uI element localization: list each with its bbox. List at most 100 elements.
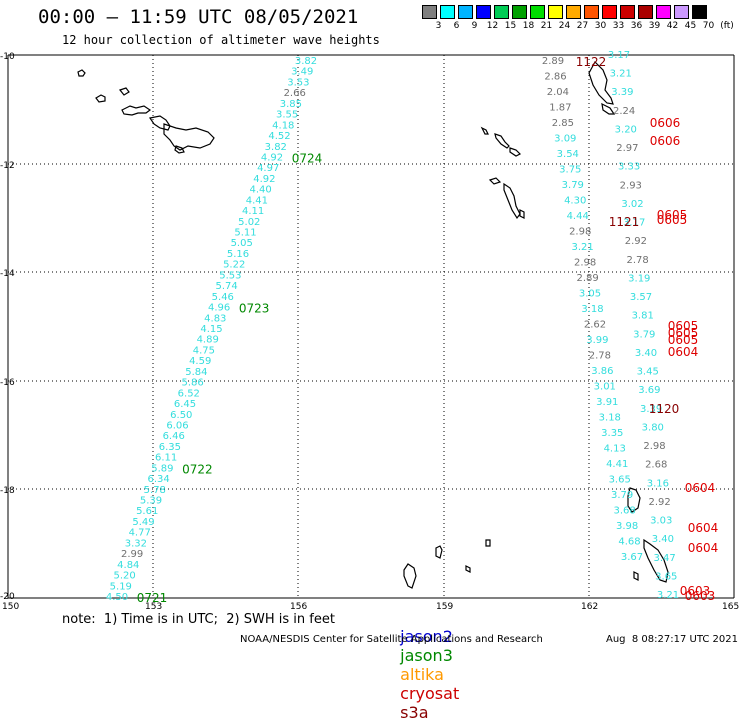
- wave-height-value: 3.79: [562, 180, 584, 191]
- wave-height-value: 3.91: [596, 397, 618, 408]
- wave-height-value: 2.78: [589, 351, 611, 362]
- wave-height-value: 2.93: [620, 180, 642, 191]
- wave-height-value: 4.52: [268, 131, 290, 142]
- legend-label: 9: [471, 21, 478, 31]
- island-outline: [519, 209, 525, 219]
- wave-height-value: 4.92: [261, 153, 283, 164]
- legend-label: 6: [453, 21, 460, 31]
- wave-height-value: 5.20: [113, 571, 135, 582]
- satellite-legend: jason2 jason3 altika cryosat s3a: [390, 608, 469, 722]
- coastlines: [77, 61, 669, 589]
- legend-label: 24: [558, 21, 571, 31]
- lon-tick-label: 150: [2, 602, 19, 612]
- wave-height-value: 6.06: [166, 421, 188, 432]
- island-outline: [509, 147, 522, 157]
- wave-height-value: 6.35: [159, 442, 181, 453]
- wave-height-value: 4.41: [246, 195, 268, 206]
- island-outline: [163, 123, 215, 151]
- wave-height-value: 5.22: [223, 260, 245, 271]
- wave-height-value: 4.15: [200, 324, 222, 335]
- pass-time-label: 1122: [576, 55, 607, 69]
- wave-height-value: 4.84: [117, 560, 139, 571]
- wave-height-value: 3.17: [608, 50, 630, 61]
- wave-height-value: 3.65: [609, 475, 631, 486]
- legend-swatch: [674, 5, 689, 19]
- wave-height-value: 3.67: [621, 552, 643, 563]
- wave-height-value: 5.05: [231, 238, 253, 249]
- wave-height-value: 6.50: [170, 410, 192, 421]
- legend-label: 33: [612, 21, 625, 31]
- wave-height-value: 3.53: [287, 77, 309, 88]
- wave-height-value: 5.02: [238, 217, 260, 228]
- wave-height-value: 3.82: [295, 56, 317, 67]
- wave-height-value: 3.16: [647, 478, 669, 489]
- wave-height-map: 150 153 156 159 162 165 -10 -12 -14 -16 …: [0, 50, 739, 612]
- island-outline: [633, 571, 639, 581]
- wave-height-value: 3.68: [613, 506, 635, 517]
- legend-swatch: [512, 5, 527, 19]
- wave-height-value: 3.09: [554, 134, 576, 145]
- pass-time-label: 0606: [650, 116, 681, 130]
- lat-tick-label: -20: [0, 592, 15, 602]
- wave-height-value: 3.40: [635, 348, 657, 359]
- legend-swatch: [476, 5, 491, 19]
- legend-label: 36: [630, 21, 643, 31]
- legend-swatch: [548, 5, 563, 19]
- wave-height-value: 3.05: [579, 289, 601, 300]
- legend-swatch: [656, 5, 671, 19]
- legend-label: 15: [504, 21, 517, 31]
- island-outline: [174, 145, 185, 154]
- wave-height-value: 3.40: [652, 534, 674, 545]
- lat-tick-label: -16: [0, 378, 15, 388]
- wave-height-value: 2.62: [584, 320, 606, 331]
- island-outline: [403, 563, 417, 589]
- wave-height-value: 5.89: [151, 463, 173, 474]
- wave-height-value: 4.13: [604, 444, 626, 455]
- wave-height-value: 4.77: [129, 528, 151, 539]
- wave-height-value: 3.85: [280, 99, 302, 110]
- island-outline: [435, 545, 443, 559]
- wave-height-value: 3.75: [559, 165, 581, 176]
- wave-height-value: 3.33: [618, 162, 640, 173]
- chart-subtitle: 12 hour collection of altimeter wave hei…: [62, 33, 380, 47]
- lon-tick-label: 162: [581, 602, 598, 612]
- wave-height-value: 3.18: [581, 304, 603, 315]
- wave-height-value: 3.21: [610, 69, 632, 80]
- wave-height-value: 4.92: [253, 174, 275, 185]
- wave-height-value: 2.68: [645, 460, 667, 471]
- lat-tick-label: -10: [0, 52, 15, 62]
- chart-title: 00:00 – 11:59 UTC 08/05/2021: [38, 6, 359, 28]
- island-outline: [503, 182, 521, 220]
- legend-label: 70: [702, 21, 715, 31]
- pass-time-label: 0605: [668, 333, 699, 347]
- wave-height-value: 5.39: [140, 496, 162, 507]
- wave-height-value: 2.04: [547, 87, 569, 98]
- satellite-jason3: jason3: [400, 646, 453, 665]
- wave-height-value: 3.79: [611, 490, 633, 501]
- wave-height-value: 2.99: [121, 549, 143, 560]
- wave-height-value: 2.89: [542, 56, 564, 67]
- wave-height-value: 3.80: [642, 422, 664, 433]
- wave-height-value: 3.99: [586, 335, 608, 346]
- legend-label: 18: [522, 21, 535, 31]
- island-outline: [121, 105, 152, 116]
- satellite-jason2: jason2: [400, 627, 453, 646]
- island-outline: [77, 69, 86, 77]
- pass-time-label: 0604: [668, 345, 699, 359]
- wave-height-value: 2.92: [625, 236, 647, 247]
- wave-height-value: 5.19: [110, 581, 132, 592]
- wave-height-value: 4.68: [618, 537, 640, 548]
- altimeter-tracks: 3.823.493.532.663.853.554.184.523.824.92…: [106, 50, 718, 605]
- wave-height-value: 2.98: [574, 258, 596, 269]
- wave-height-value: 2.24: [613, 106, 635, 117]
- island-outline: [494, 133, 510, 149]
- island-outline: [465, 565, 471, 573]
- wave-height-value: 6.46: [163, 431, 185, 442]
- pass-time-label: 0721: [137, 591, 168, 605]
- island-outline: [95, 94, 106, 103]
- axis-labels: 150 153 156 159 162 165 -10 -12 -14 -16 …: [0, 52, 739, 612]
- wave-height-value: 4.40: [249, 185, 271, 196]
- legend-swatch: [638, 5, 653, 19]
- island-outline: [601, 102, 616, 115]
- wave-height-value: 2.92: [648, 497, 670, 508]
